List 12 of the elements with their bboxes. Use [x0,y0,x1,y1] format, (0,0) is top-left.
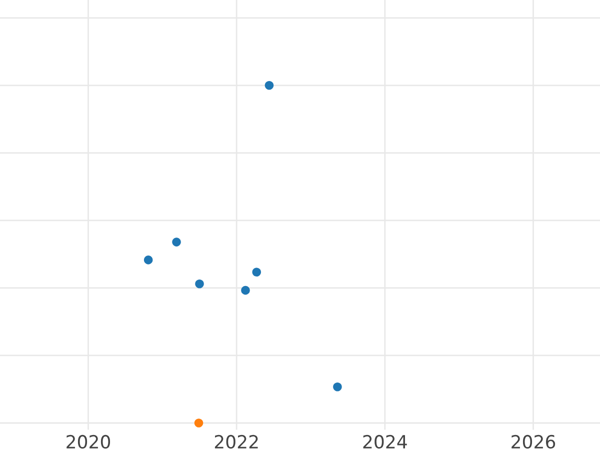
point [172,238,181,246]
point [194,418,204,428]
x-tick-label: 2022 [214,434,258,449]
point [241,286,250,295]
x-tick-label: 2020 [66,434,110,449]
point [144,256,153,264]
point [252,268,262,276]
point [264,81,274,90]
point [195,280,204,288]
x-tick-label: 2024 [363,434,407,449]
x-tick-label: 2026 [512,434,556,449]
point [333,382,342,392]
